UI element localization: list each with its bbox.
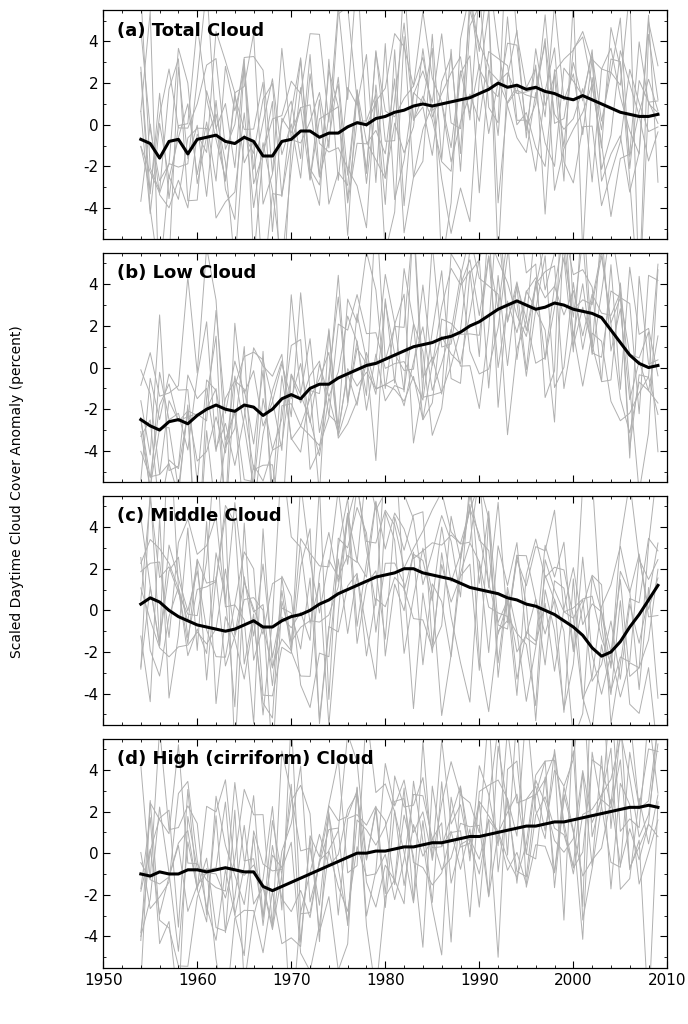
Text: Scaled Daytime Cloud Cover Anomaly (percent): Scaled Daytime Cloud Cover Anomaly (perc… bbox=[10, 326, 24, 657]
Text: (d) High (cirriform) Cloud: (d) High (cirriform) Cloud bbox=[117, 750, 374, 768]
Text: (b) Low Cloud: (b) Low Cloud bbox=[117, 264, 257, 283]
Text: (c) Middle Cloud: (c) Middle Cloud bbox=[117, 507, 282, 525]
Text: (a) Total Cloud: (a) Total Cloud bbox=[117, 22, 264, 40]
